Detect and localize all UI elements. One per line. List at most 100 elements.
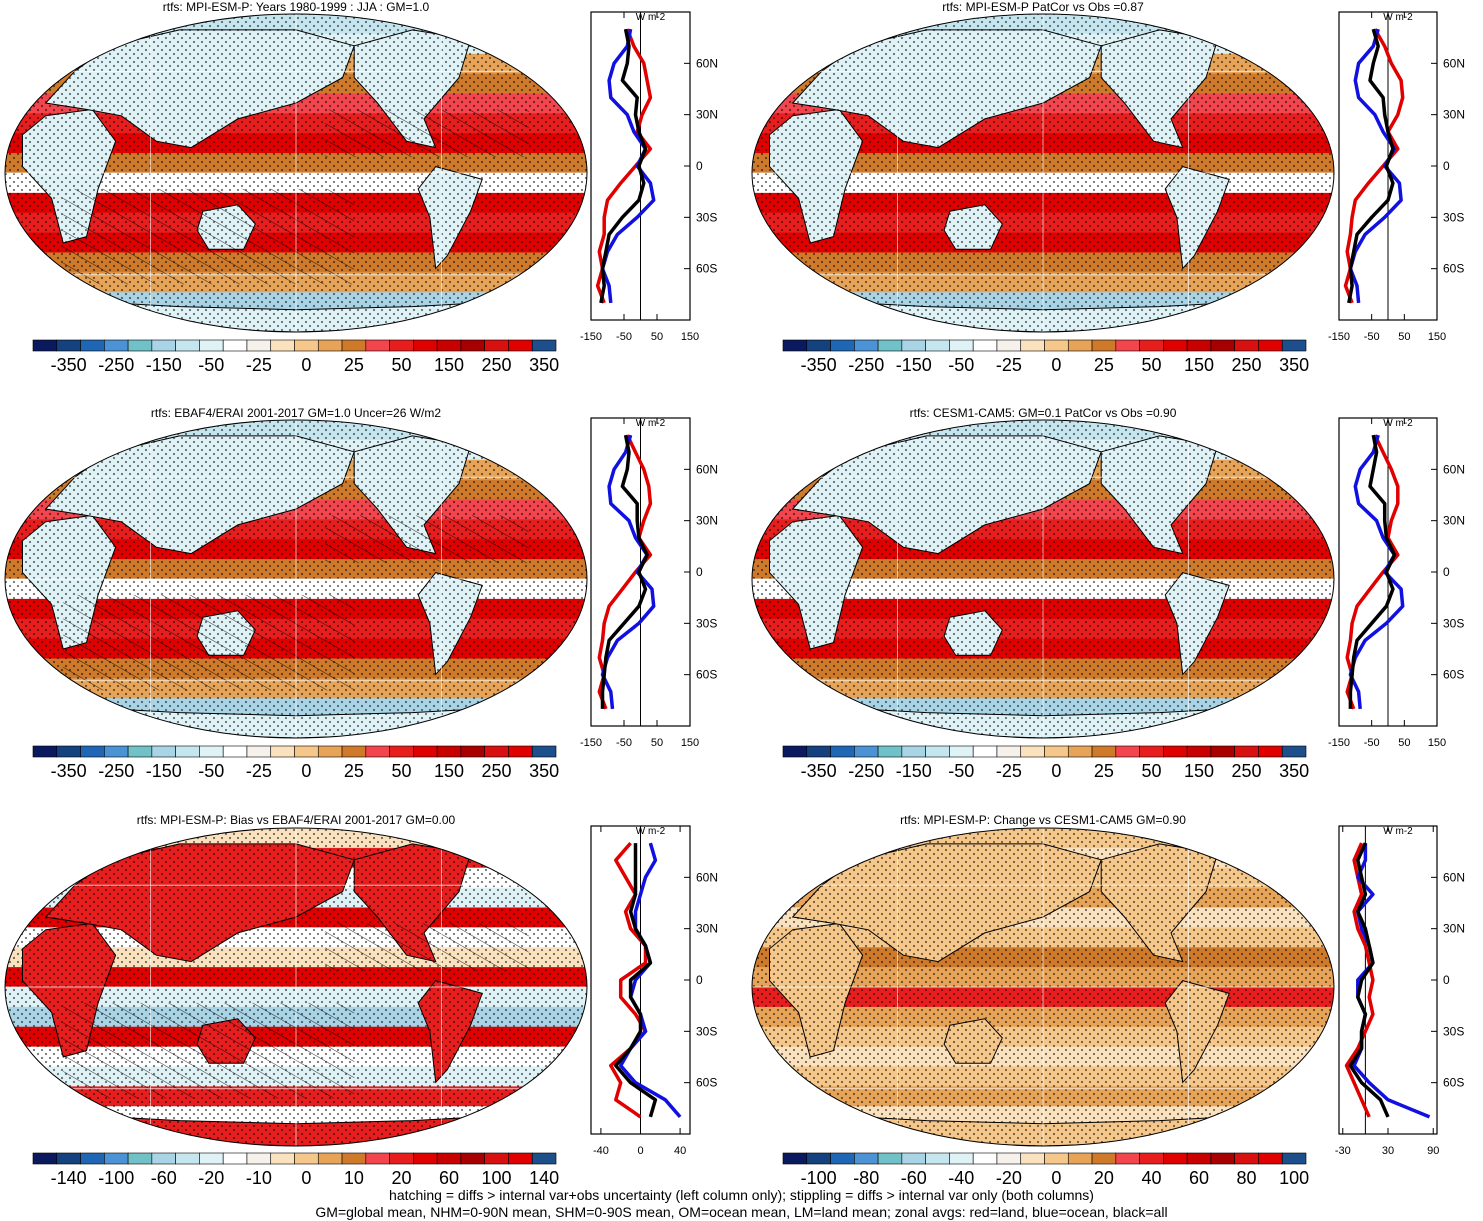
colorbar-swatch (56, 339, 81, 352)
colorbar-swatch (996, 745, 1022, 758)
map-border (4, 827, 588, 1147)
colorbar-tick-label: 60 (1189, 1168, 1209, 1188)
colorbar-swatch (972, 1152, 998, 1165)
colorbar-swatch (1067, 339, 1093, 352)
colorbar-swatch (341, 1152, 367, 1165)
colorbar-tick-label: -150 (896, 355, 932, 375)
zonal-lat-label: 0 (1443, 973, 1450, 987)
colorbar-swatch (1020, 339, 1045, 352)
colorbar-swatch (222, 745, 248, 758)
zonal-x-label: -150 (580, 331, 602, 343)
colorbar-swatch (484, 1152, 509, 1165)
colorbar-tick-label: -150 (146, 355, 182, 375)
zonal-lat-label: 30N (1443, 108, 1465, 122)
colorbar-tick-label: 150 (1184, 355, 1214, 375)
panel-title: rtfs: EBAF4/ERAI 2001-2017 GM=1.0 Uncer=… (151, 406, 441, 420)
colorbar-swatch (1115, 339, 1140, 352)
colorbar-swatch (1186, 339, 1212, 352)
colorbar-swatch (1115, 745, 1140, 758)
colorbar-swatch (877, 745, 903, 758)
zonal-x-label: 40 (674, 1145, 686, 1157)
colorbar-tick-label: -250 (848, 761, 884, 781)
zonal-lat-label: 60N (1443, 56, 1465, 70)
panel-3: rtfs: EBAF4/ERAI 2001-2017 GM=1.0 Uncer=… (4, 406, 718, 781)
panel-title: rtfs: MPI-ESM-P PatCor vs Obs =0.87 (942, 0, 1144, 14)
map-border (4, 13, 588, 333)
colorbar-swatch (806, 1152, 831, 1165)
colorbar-tick-label: -60 (901, 1168, 927, 1188)
colorbar-swatch (104, 339, 129, 352)
zonal-x-label: 0 (637, 1145, 643, 1157)
colorbar-swatch (949, 745, 974, 758)
colorbar-swatch (877, 1152, 903, 1165)
colorbar-tick-label: 0 (1051, 355, 1061, 375)
colorbar-tick-label: 50 (1141, 355, 1161, 375)
colorbar-tick-label: -100 (98, 1168, 134, 1188)
colorbar-tick-label: -250 (848, 355, 884, 375)
zonal-series-ocean (1352, 843, 1431, 1119)
zonal-lat-label: 30N (696, 514, 718, 528)
colorbar-swatch (317, 745, 343, 758)
colorbar-swatch (460, 1152, 485, 1165)
zonal-x-label: 150 (681, 331, 699, 343)
map-field (752, 14, 1334, 332)
zonal-x-label: -40 (593, 1145, 609, 1157)
colorbar-swatch (56, 745, 81, 758)
zonal-x-label: 50 (1398, 331, 1410, 343)
zonal-series-all (599, 28, 648, 304)
colorbar-swatch (1163, 1152, 1188, 1165)
colorbar-swatch (365, 1152, 390, 1165)
colorbar-swatch (127, 339, 153, 352)
zonal-lat-label: 60S (1443, 1076, 1464, 1090)
colorbar-tick-label: 60 (439, 1168, 459, 1188)
zonal-x-label: -50 (1364, 737, 1380, 749)
colorbar-swatch (56, 1152, 81, 1165)
colorbar-swatch (782, 1152, 808, 1165)
colorbar-swatch (294, 745, 319, 758)
zonal-unit-label: W m-2 (1383, 418, 1413, 429)
colorbar-tick-label: -350 (51, 355, 87, 375)
zonal-lat-label: 30S (696, 1024, 717, 1038)
colorbar-swatch (199, 745, 224, 758)
colorbar-swatch (317, 339, 343, 352)
colorbar-swatch (1258, 1152, 1283, 1165)
panel-2: rtfs: MPI-ESM-P PatCor vs Obs =0.87 60N 30… (751, 0, 1465, 375)
colorbar-swatch (1234, 1152, 1259, 1165)
colorbar-tick-label: -250 (98, 355, 134, 375)
colorbar-swatch (508, 1152, 533, 1165)
zonal-lat-label: 0 (696, 159, 703, 173)
zonal-lat-label: 30N (696, 108, 718, 122)
colorbar-swatch (389, 1152, 414, 1165)
colorbar-tick-label: 20 (391, 1168, 411, 1188)
colorbar-swatch (1139, 339, 1164, 352)
colorbar-tick-label: -50 (948, 761, 974, 781)
panel-title: rtfs: MPI-ESM-P: Years 1980-1999 : JJA :… (163, 0, 430, 14)
zonal-frame (1338, 825, 1438, 1135)
zonal-series-all (1348, 434, 1397, 709)
colorbar-swatch (925, 339, 950, 352)
colorbar-swatch (151, 745, 176, 758)
map-field (5, 828, 587, 1146)
colorbar-swatch (1281, 339, 1307, 352)
colorbar-swatch (531, 1152, 557, 1165)
zonal-lat-label: 0 (696, 973, 703, 987)
colorbar-tick-label: 250 (482, 355, 512, 375)
colorbar-swatch (365, 339, 390, 352)
colorbar-swatch (830, 1152, 855, 1165)
zonal-lat-label: 30N (696, 922, 718, 936)
hatching (325, 923, 529, 972)
colorbar-swatch (104, 1152, 129, 1165)
colorbar-swatch (1044, 745, 1069, 758)
colorbar-swatch (389, 745, 414, 758)
map-border (751, 827, 1335, 1147)
zonal-x-label: 50 (1398, 737, 1410, 749)
colorbar-tick-label: -10 (246, 1168, 272, 1188)
colorbar-swatch (1210, 1152, 1235, 1165)
zonal-lat-label: 60S (696, 1076, 717, 1090)
zonal-unit-label: W m-2 (636, 826, 666, 837)
colorbar-swatch (80, 339, 105, 352)
colorbar-tick-label: -350 (801, 355, 837, 375)
colorbar-swatch (782, 339, 808, 352)
colorbar-swatch (32, 1152, 58, 1165)
colorbar-swatch (949, 1152, 974, 1165)
